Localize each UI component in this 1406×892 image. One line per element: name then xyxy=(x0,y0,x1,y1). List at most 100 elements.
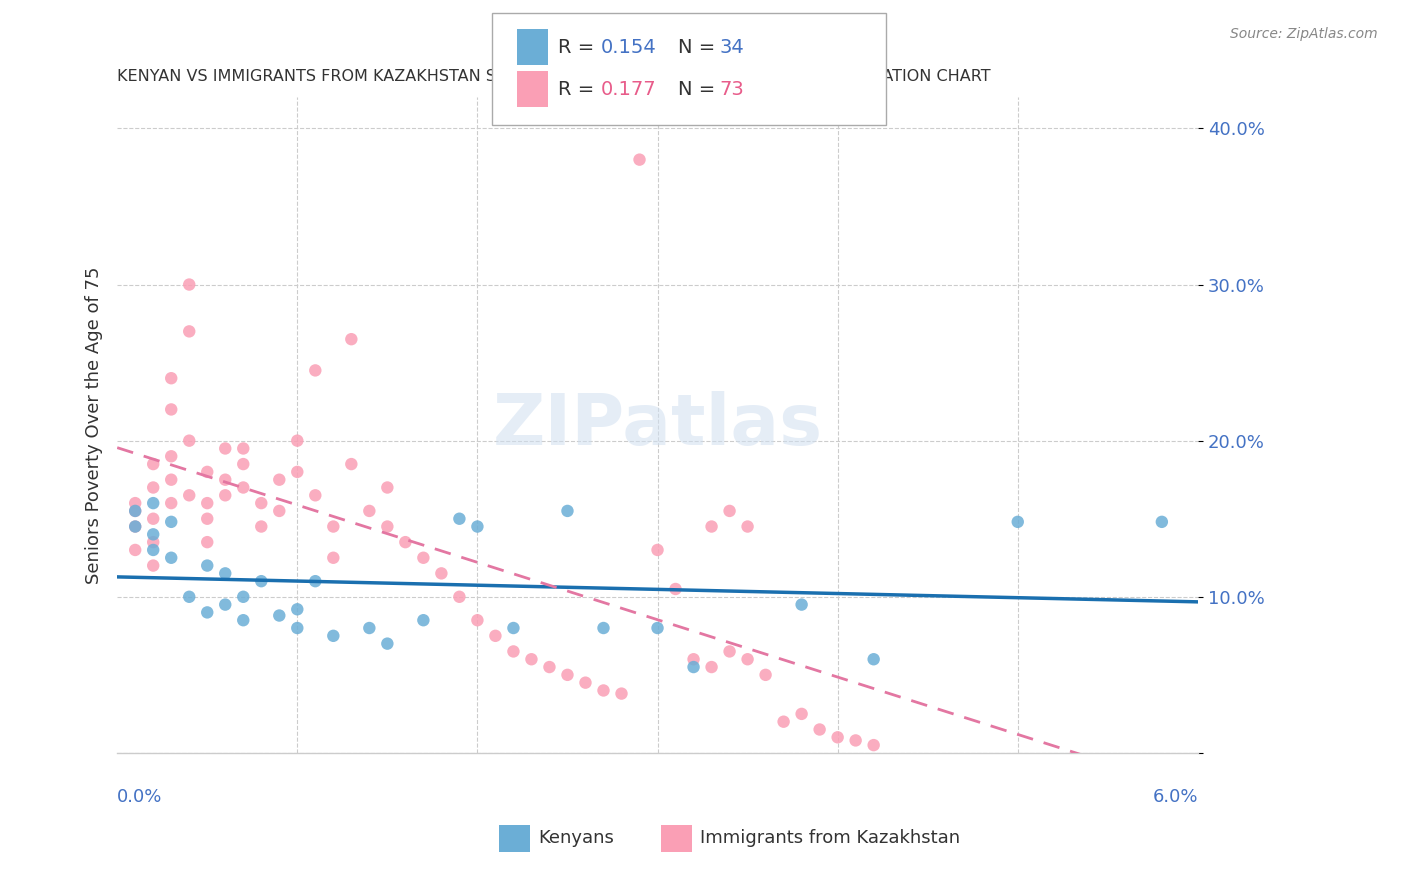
Point xyxy=(610,687,633,701)
Point xyxy=(592,621,614,635)
Point xyxy=(179,488,201,502)
Point xyxy=(520,652,543,666)
Point xyxy=(1007,515,1029,529)
Point xyxy=(195,535,218,549)
Point xyxy=(195,465,218,479)
Point xyxy=(592,683,614,698)
Point xyxy=(214,598,236,612)
Point xyxy=(377,519,399,533)
Point xyxy=(377,481,399,495)
Point xyxy=(142,535,165,549)
Point xyxy=(142,481,165,495)
Point xyxy=(700,519,723,533)
Point xyxy=(250,496,273,510)
Text: Immigrants from Kazakhstan: Immigrants from Kazakhstan xyxy=(700,830,960,847)
Y-axis label: Seniors Poverty Over the Age of 75: Seniors Poverty Over the Age of 75 xyxy=(86,267,103,583)
Point xyxy=(682,652,704,666)
Text: R =: R = xyxy=(558,79,600,99)
Point xyxy=(1150,515,1173,529)
Point xyxy=(557,504,579,518)
Point xyxy=(179,590,201,604)
Point xyxy=(124,519,146,533)
Point xyxy=(195,512,218,526)
Point xyxy=(304,488,326,502)
Point xyxy=(142,457,165,471)
Point xyxy=(124,519,146,533)
Point xyxy=(827,731,849,745)
Point xyxy=(160,371,183,385)
Text: 0.177: 0.177 xyxy=(600,79,657,99)
Point xyxy=(232,442,254,456)
Point xyxy=(557,668,579,682)
Point xyxy=(214,473,236,487)
Point xyxy=(160,496,183,510)
Point xyxy=(304,574,326,589)
Text: 34: 34 xyxy=(720,37,745,57)
Point xyxy=(718,504,741,518)
Point xyxy=(160,473,183,487)
Point xyxy=(160,550,183,565)
Text: N =: N = xyxy=(678,37,721,57)
Point xyxy=(664,582,686,596)
Point xyxy=(232,481,254,495)
Point xyxy=(772,714,794,729)
Point xyxy=(755,668,778,682)
Point xyxy=(285,465,308,479)
Text: 73: 73 xyxy=(720,79,745,99)
Point xyxy=(574,675,596,690)
Point xyxy=(214,442,236,456)
Point xyxy=(737,519,759,533)
Point xyxy=(394,535,416,549)
Point xyxy=(449,512,471,526)
Point xyxy=(232,590,254,604)
Point xyxy=(340,332,363,346)
Point xyxy=(647,543,669,558)
Point xyxy=(195,606,218,620)
Point xyxy=(377,637,399,651)
Point xyxy=(232,613,254,627)
Point xyxy=(647,621,669,635)
Text: KENYAN VS IMMIGRANTS FROM KAZAKHSTAN SENIORS POVERTY OVER THE AGE OF 75 CORRELAT: KENYAN VS IMMIGRANTS FROM KAZAKHSTAN SEN… xyxy=(117,69,991,84)
Point xyxy=(412,550,434,565)
Point xyxy=(142,543,165,558)
Point xyxy=(232,457,254,471)
Point xyxy=(682,660,704,674)
Point xyxy=(538,660,561,674)
Text: ZIPatlas: ZIPatlas xyxy=(492,391,823,459)
Point xyxy=(269,608,291,623)
Point xyxy=(862,738,884,752)
Point xyxy=(250,519,273,533)
Point xyxy=(179,277,201,292)
Point xyxy=(484,629,506,643)
Point xyxy=(160,515,183,529)
Point xyxy=(195,496,218,510)
Point xyxy=(862,652,884,666)
Text: N =: N = xyxy=(678,79,721,99)
Point xyxy=(718,644,741,658)
Point xyxy=(285,602,308,616)
Text: 6.0%: 6.0% xyxy=(1153,788,1198,805)
Point xyxy=(737,652,759,666)
Text: 0.154: 0.154 xyxy=(600,37,657,57)
Point xyxy=(359,504,381,518)
Point xyxy=(214,488,236,502)
Text: 0.0%: 0.0% xyxy=(117,788,163,805)
Point xyxy=(160,450,183,464)
Point xyxy=(269,504,291,518)
Point xyxy=(449,590,471,604)
Text: Source: ZipAtlas.com: Source: ZipAtlas.com xyxy=(1230,27,1378,41)
Point xyxy=(322,550,344,565)
Point xyxy=(430,566,453,581)
Point xyxy=(142,558,165,573)
Text: R =: R = xyxy=(558,37,600,57)
Point xyxy=(142,527,165,541)
Point xyxy=(124,543,146,558)
Point xyxy=(285,434,308,448)
Point xyxy=(340,457,363,471)
Point xyxy=(502,644,524,658)
Point xyxy=(322,629,344,643)
Point xyxy=(214,566,236,581)
Point xyxy=(124,504,146,518)
Point xyxy=(269,473,291,487)
Point xyxy=(700,660,723,674)
